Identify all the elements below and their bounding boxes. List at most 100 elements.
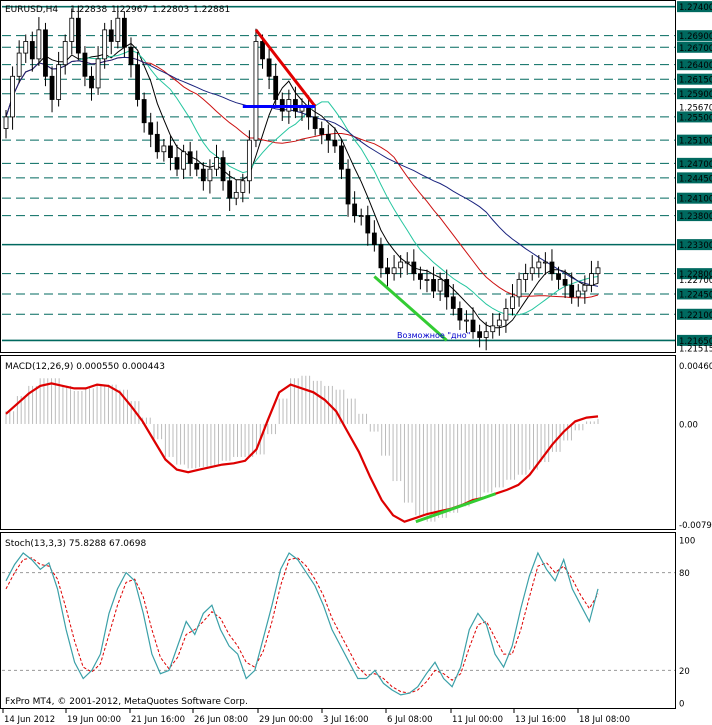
- candle-body: [240, 180, 246, 193]
- macd-axis-labels: 0.00460 0.00 -0.00794: [679, 362, 712, 531]
- candle-body: [141, 99, 147, 124]
- candle-body: [148, 122, 154, 135]
- price-level-label: 1.27400: [679, 3, 712, 13]
- candle-body: [496, 319, 502, 327]
- candle-body: [529, 267, 535, 275]
- candle-body: [556, 273, 561, 280]
- resistance-trendline: [254, 28, 317, 108]
- time-axis: 14 Jun 2012 19 Jun 00:00 21 Jun 16:00 26 Ju…: [2, 709, 630, 725]
- candle-body: [3, 116, 9, 129]
- stoch-tick-label: 20: [679, 667, 690, 677]
- candle-body: [365, 215, 371, 234]
- price-level-tag: [677, 59, 712, 71]
- candle-body: [56, 64, 62, 100]
- candle-body: [444, 279, 450, 298]
- candle-body: [95, 58, 101, 89]
- price-panel-title: EURUSD,H4: [5, 5, 58, 15]
- stoch-signal-line: [5, 557, 599, 694]
- candle-body: [437, 279, 443, 292]
- macd-panel-frame: [0, 355, 676, 530]
- candle-body: [371, 232, 377, 246]
- price-level-label: 1.24100: [679, 195, 712, 205]
- candle-body: [181, 151, 187, 170]
- candle-body: [516, 279, 522, 298]
- price-level-label: 1.26700: [679, 44, 712, 54]
- macd-lines: [5, 382, 599, 524]
- price-level-tag: [677, 41, 712, 53]
- price-level-lines: [2, 5, 675, 342]
- candle-body: [470, 319, 476, 333]
- candle-body: [108, 29, 114, 42]
- candle-body: [411, 261, 417, 275]
- candle-body: [575, 290, 581, 298]
- candle-body: [36, 29, 42, 60]
- candle-body: [154, 133, 160, 153]
- candle-body: [398, 261, 404, 269]
- price-level-label: 1.25500: [679, 113, 712, 123]
- candle-body: [128, 46, 134, 66]
- time-tick-label: 26 Jun 08:00: [194, 715, 248, 725]
- price-level-label: 1.24700: [679, 160, 712, 170]
- candle-body: [582, 284, 588, 292]
- candle-body: [214, 157, 219, 170]
- candle-body: [10, 75, 15, 118]
- price-level-label: 1.23300: [679, 241, 712, 251]
- candle-body: [358, 215, 364, 217]
- stoch-tick-label: 0: [679, 700, 684, 710]
- stoch-axis-labels: 100 80 20 0: [679, 537, 695, 710]
- candle-body: [312, 116, 318, 129]
- candle-body: [207, 168, 213, 182]
- time-tick-label: 19 Jun 00:00: [67, 715, 121, 725]
- price-level-tag: [677, 30, 712, 42]
- macd-tick-label: -0.00794: [679, 521, 712, 531]
- candle-body: [82, 52, 88, 77]
- price-level-tag: [677, 308, 712, 320]
- candle-body: [194, 162, 200, 170]
- stoch-tick-label: 80: [679, 569, 690, 579]
- candle-body: [23, 41, 29, 54]
- candle-body: [510, 296, 515, 309]
- trendline-overlays: [242, 28, 448, 342]
- ohlc-high: 1.22967: [111, 5, 148, 15]
- candle-body: [62, 41, 68, 66]
- price-level-label: 1.26900: [679, 32, 712, 42]
- candle-body: [417, 273, 423, 280]
- candle-body: [424, 279, 430, 281]
- time-tick-label: 18 Jul 08:00: [579, 715, 630, 725]
- candle-body: [115, 17, 121, 42]
- candle-body: [227, 180, 233, 199]
- candle-body: [332, 139, 338, 147]
- candle-body: [378, 244, 384, 269]
- candle-body: [345, 168, 351, 205]
- candle-body: [391, 267, 397, 275]
- price-axis-labels: 1.27400 1.26900 1.26700 1.26400 1.26150 1.259…: [677, 1, 712, 355]
- price-level-label: 1.24450: [679, 174, 712, 184]
- stoch-panel-frame: [0, 532, 676, 709]
- macd-tick-label: 0.00460: [679, 362, 712, 372]
- candle-body: [325, 133, 331, 141]
- price-level-tag: [677, 192, 712, 204]
- time-tick-label: 3 Jul 16:00: [323, 715, 369, 725]
- price-level-label: 1.26150: [679, 76, 712, 86]
- candle-body: [220, 157, 226, 182]
- candle-body: [135, 64, 140, 100]
- bottom-trendline: [373, 275, 448, 342]
- candle-body: [536, 261, 542, 269]
- price-level-tag: [677, 288, 712, 300]
- candle-body: [483, 331, 489, 338]
- price-tick-label: 1.21515: [679, 345, 712, 355]
- candle-body: [523, 273, 529, 280]
- candle-body: [404, 261, 410, 264]
- macd-signal-line: [5, 382, 599, 523]
- candle-body: [450, 296, 456, 309]
- stoch-tick-label: 100: [679, 537, 695, 547]
- candle-body: [431, 279, 436, 292]
- candle-body: [266, 58, 272, 77]
- time-tick-label: 11 Jul 00:00: [452, 715, 503, 725]
- candle-body: [273, 75, 279, 100]
- ohlc-low: 1.22803: [152, 5, 189, 15]
- candle-body: [385, 267, 390, 275]
- ohlc-close: 1.22881: [193, 5, 230, 15]
- candle-body: [457, 308, 463, 321]
